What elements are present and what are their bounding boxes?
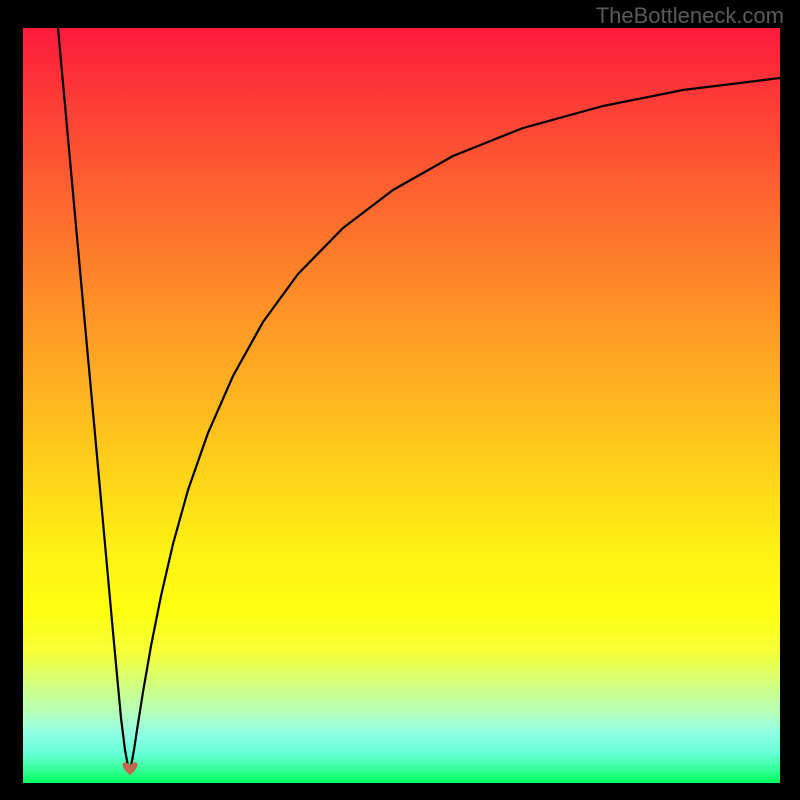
plot-area bbox=[23, 28, 780, 783]
attribution-text: TheBottleneck.com bbox=[596, 3, 784, 29]
curve-layer bbox=[23, 28, 780, 783]
chart-frame: TheBottleneck.com bbox=[0, 0, 800, 800]
heart-marker bbox=[123, 763, 137, 775]
bottleneck-curve bbox=[58, 28, 780, 771]
